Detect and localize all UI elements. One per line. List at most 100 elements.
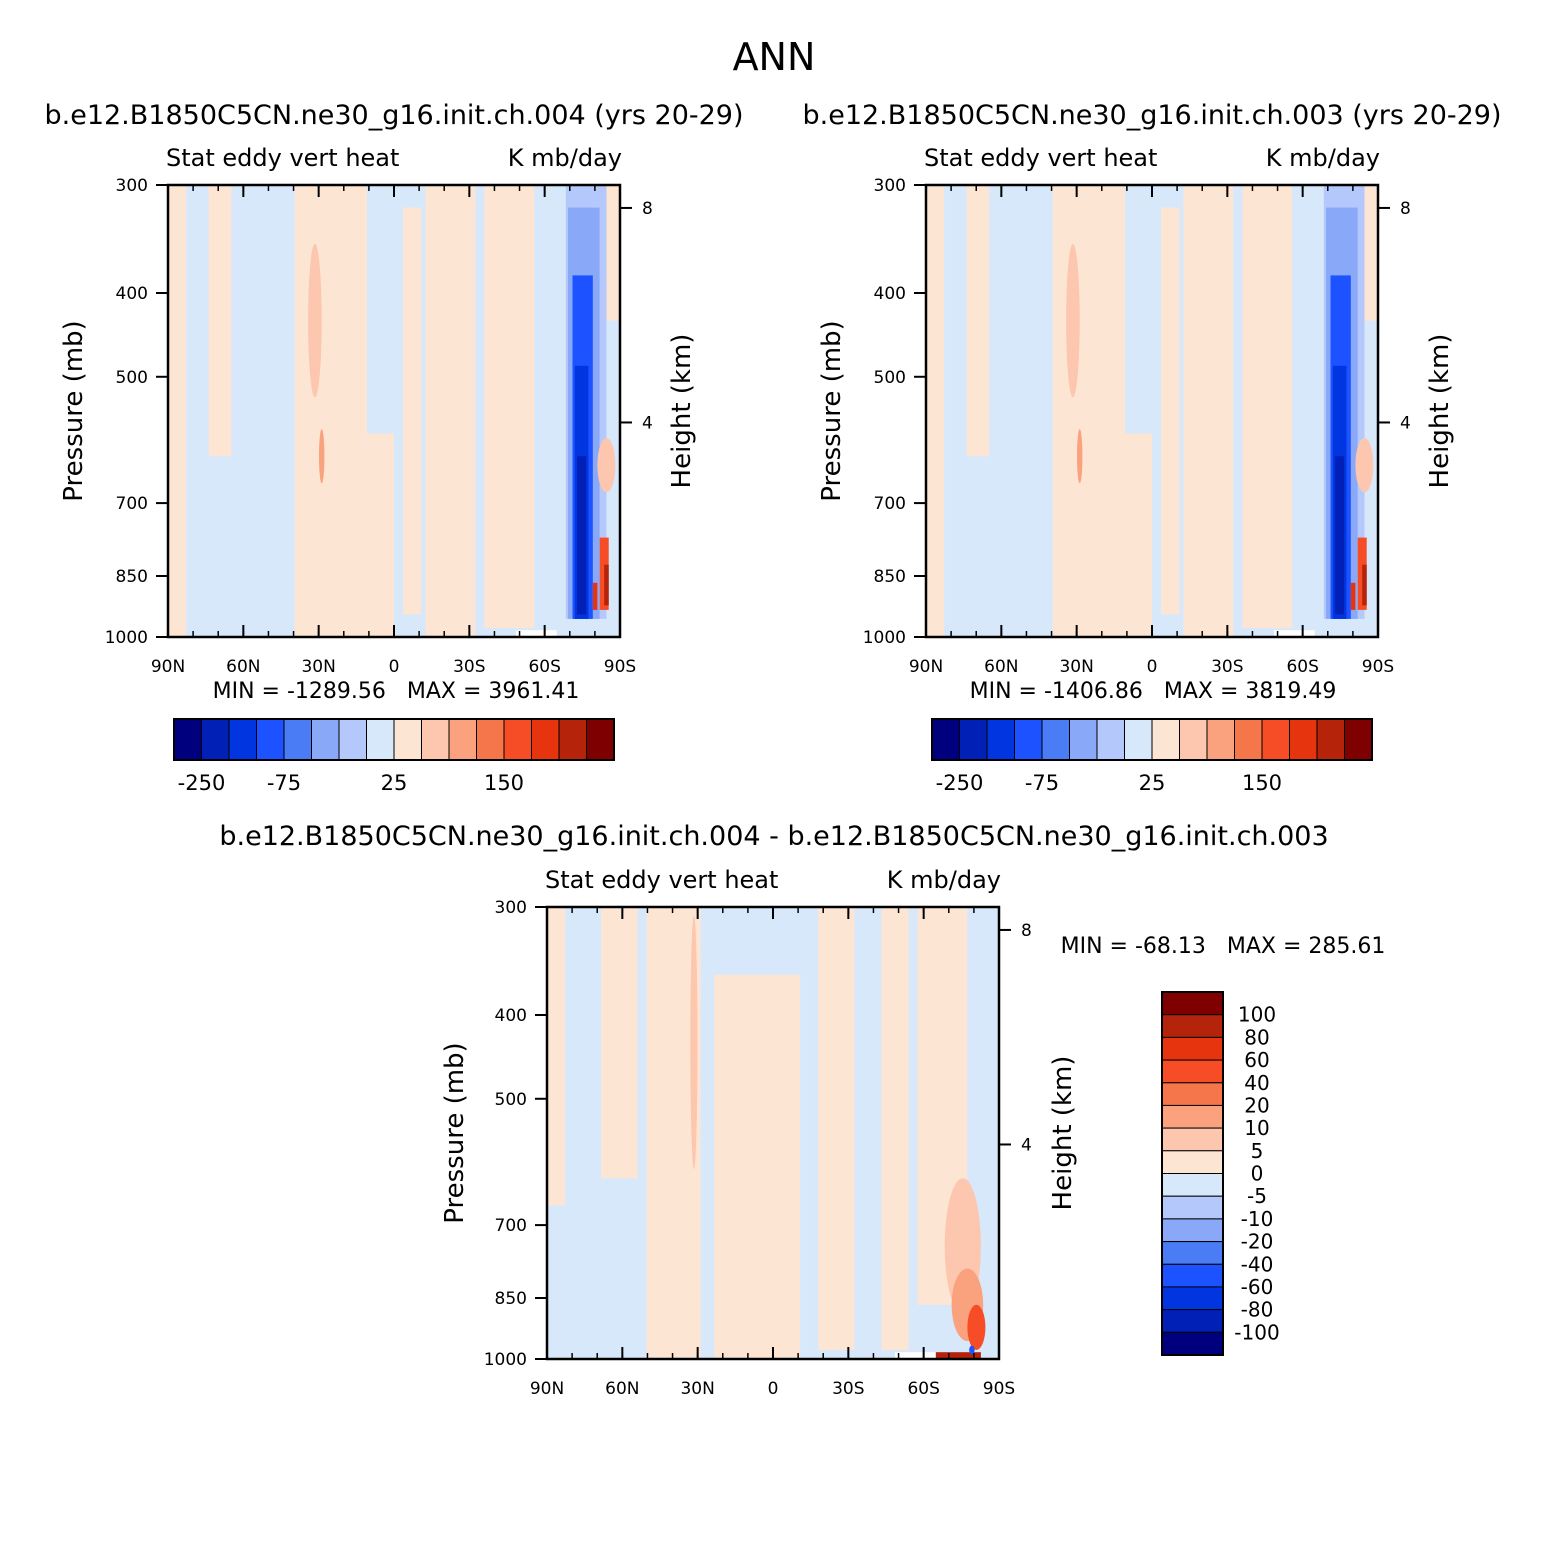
colorbar-box bbox=[531, 718, 560, 761]
colorbar-label: 40 bbox=[1244, 1071, 1269, 1095]
positive-feature bbox=[604, 564, 609, 606]
colorbar-box bbox=[1161, 1150, 1224, 1175]
field-band bbox=[1161, 207, 1180, 615]
colorbar-box bbox=[1069, 718, 1098, 761]
y-axis-right-label: Height (km) bbox=[1048, 1056, 1078, 1211]
missing-data bbox=[516, 630, 557, 637]
field-band bbox=[484, 185, 535, 628]
field-band bbox=[425, 185, 476, 637]
positive-feature bbox=[935, 1352, 981, 1359]
positive-feature bbox=[1355, 438, 1374, 493]
y-axis-label: Pressure (mb) bbox=[59, 320, 89, 501]
colorbar-box bbox=[173, 718, 202, 761]
colorbar-box bbox=[228, 718, 257, 761]
colorbar-label: -250 bbox=[936, 771, 984, 795]
colorbar-box bbox=[448, 718, 477, 761]
min-max-stats: MIN = -1289.56 MAX = 3961.41 bbox=[213, 679, 580, 704]
y-right-tick-label: 4 bbox=[642, 413, 653, 433]
field-band bbox=[714, 974, 801, 1359]
colorbar-box bbox=[476, 718, 505, 761]
colorbar-label: -100 bbox=[1234, 1320, 1279, 1344]
colorbar-box bbox=[1161, 991, 1224, 1016]
colorbar-box bbox=[283, 718, 312, 761]
colorbar-box bbox=[1161, 1195, 1224, 1220]
colorbar-box bbox=[1041, 718, 1070, 761]
x-tick-label: 90S bbox=[1362, 657, 1394, 677]
y-right-tick-label: 4 bbox=[1021, 1135, 1032, 1155]
plot-axes: 90N 60N 30N 0 30S 60S 90S 300 400 500 700 850 1000 8 4 bbox=[105, 176, 653, 677]
positive-streak bbox=[319, 429, 325, 484]
x-tick-label: 30S bbox=[1211, 657, 1243, 677]
x-tick-label: 90S bbox=[604, 657, 636, 677]
field-band bbox=[294, 185, 367, 637]
field-band bbox=[366, 433, 394, 637]
colorbar-box bbox=[1161, 1173, 1224, 1197]
colorbar-label: 80 bbox=[1244, 1025, 1269, 1049]
y-tick-label: 700 bbox=[116, 494, 148, 514]
missing-data bbox=[1274, 630, 1315, 637]
colorbar-box bbox=[421, 718, 450, 761]
colorbar-label: 25 bbox=[381, 771, 408, 795]
colorbar-label: -75 bbox=[267, 771, 301, 795]
colorbar: -250 -75 25 150 bbox=[173, 718, 615, 795]
colorbar-box bbox=[1161, 1241, 1224, 1265]
field-band bbox=[881, 907, 909, 1350]
x-tick-label: 90N bbox=[151, 657, 185, 677]
y-tick-label: 300 bbox=[874, 176, 906, 196]
colorbar-box bbox=[1096, 718, 1125, 761]
colorbar-box bbox=[1124, 718, 1153, 761]
field-band bbox=[1183, 185, 1234, 637]
field-band bbox=[966, 185, 990, 457]
heatmap-field bbox=[547, 907, 999, 1359]
x-tick-label: 60S bbox=[907, 1379, 939, 1399]
y-right-tick-label: 8 bbox=[1400, 199, 1411, 219]
x-tick-label: 90N bbox=[530, 1379, 564, 1399]
figure-title: ANN bbox=[733, 35, 816, 79]
colorbar-box bbox=[366, 718, 395, 761]
x-tick-label: 30N bbox=[680, 1379, 714, 1399]
x-tick-label: 60N bbox=[226, 657, 260, 677]
colorbar: -250 -75 25 150 bbox=[931, 718, 1373, 795]
missing-data bbox=[895, 1352, 936, 1359]
colorbar-label: 100 bbox=[1238, 1003, 1276, 1027]
colorbar-box bbox=[1161, 1309, 1224, 1333]
colorbar-box bbox=[1261, 718, 1290, 761]
colorbar-box bbox=[503, 718, 532, 761]
y-tick-label: 500 bbox=[116, 368, 148, 388]
panel-title: b.e12.B1850C5CN.ne30_g16.init.ch.003 (yr… bbox=[802, 100, 1501, 131]
y-tick-label: 400 bbox=[116, 284, 148, 304]
field-band bbox=[168, 185, 187, 637]
units-label: K mb/day bbox=[1266, 144, 1380, 172]
colorbar-label: 25 bbox=[1139, 771, 1166, 795]
colorbar-box bbox=[1161, 1218, 1224, 1243]
x-tick-label: 0 bbox=[1147, 657, 1158, 677]
colorbar-label: -5 bbox=[1247, 1184, 1267, 1208]
colorbar-box bbox=[1289, 718, 1318, 761]
colorbar-box bbox=[1161, 1127, 1224, 1152]
colorbar-box bbox=[586, 718, 615, 761]
y-tick-label: 850 bbox=[495, 1289, 527, 1309]
colorbar-label: -40 bbox=[1241, 1252, 1274, 1276]
colorbar-box bbox=[256, 718, 285, 761]
colorbar-label: 60 bbox=[1244, 1048, 1269, 1072]
colorbar-box bbox=[1161, 1059, 1224, 1084]
y-tick-label: 300 bbox=[495, 898, 527, 918]
colorbar-label: 150 bbox=[484, 771, 524, 795]
y-tick-label: 500 bbox=[874, 368, 906, 388]
x-tick-label: 90S bbox=[983, 1379, 1015, 1399]
y-axis-label: Pressure (mb) bbox=[440, 1042, 470, 1223]
x-tick-label: 60S bbox=[1286, 657, 1318, 677]
colorbar-label: -10 bbox=[1241, 1207, 1274, 1231]
colorbar-label: -250 bbox=[178, 771, 226, 795]
colorbar-box bbox=[1161, 1082, 1224, 1107]
colorbar-label: -80 bbox=[1241, 1298, 1274, 1322]
colorbar-label: -20 bbox=[1241, 1230, 1274, 1254]
min-max-stats: MIN = -68.13 MAX = 285.61 bbox=[1061, 934, 1386, 959]
y-tick-label: 300 bbox=[116, 176, 148, 196]
colorbar-box bbox=[201, 718, 230, 761]
variable-label: Stat eddy vert heat bbox=[924, 144, 1157, 172]
y-tick-label: 1000 bbox=[105, 628, 148, 648]
field-band bbox=[1052, 185, 1125, 637]
field-band bbox=[926, 185, 945, 637]
